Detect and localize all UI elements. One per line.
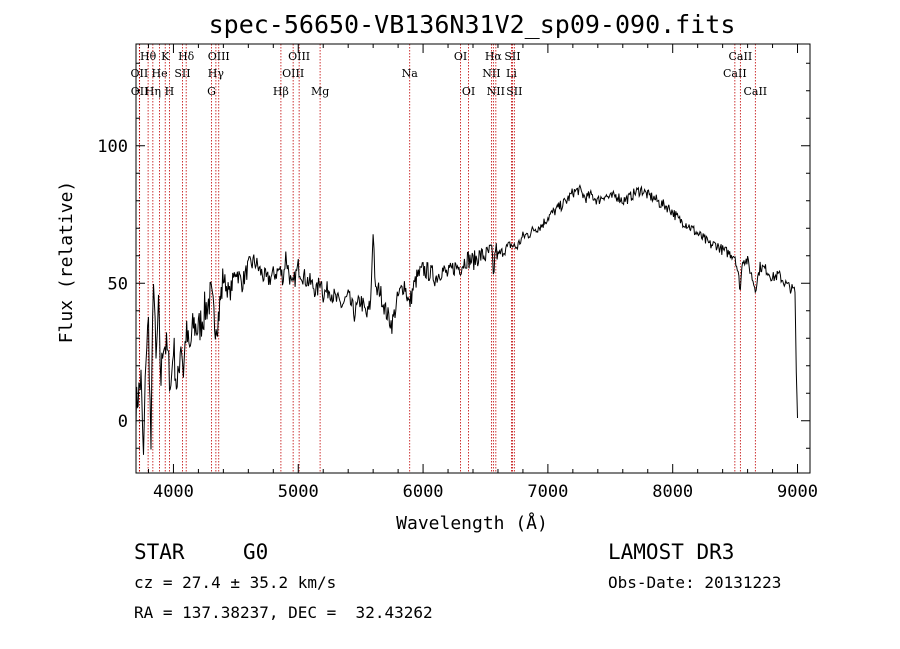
marker-label-8: Hδ: [178, 50, 195, 63]
redshift-velocity: cz = 27.4 ± 35.2 km/s: [134, 573, 337, 592]
marker-label-17: OI: [454, 50, 467, 63]
x-axis-ticks: 4000 5000 6000 7000 8000 9000: [147, 44, 818, 502]
subclass: G0: [243, 540, 269, 564]
marker-label-19: Hα: [485, 50, 503, 63]
x-tick-label-1: 5000: [278, 482, 319, 502]
marker-label-1: Hθ: [140, 50, 157, 63]
y-tick-label-1: 50: [108, 274, 128, 294]
spectrum-line: [135, 184, 798, 455]
x-tick-label-2: 6000: [403, 482, 444, 502]
obs-date: Obs-Date: 20131223: [608, 573, 782, 592]
marker-label-14: OIII: [282, 67, 304, 80]
marker-label-16: Na: [402, 67, 419, 80]
marker-label-27: CaII: [743, 85, 767, 98]
marker-label-24: SII: [506, 85, 522, 98]
emission-line-markers: [138, 44, 756, 473]
coordinates: RA = 137.38237, DEC = 32.43262: [134, 603, 433, 622]
object-type: STAR: [134, 540, 185, 564]
survey-name: LAMOST DR3: [608, 540, 735, 564]
x-axis-label: Wavelength (Å): [396, 512, 548, 534]
marker-label-20: NII: [482, 67, 500, 80]
marker-label-22: SII: [504, 50, 520, 63]
marker-label-7: SII: [174, 67, 190, 80]
marker-label-26: CaII: [723, 67, 747, 80]
marker-label-5: K: [161, 50, 170, 63]
y-axis-label: Flux (relative): [56, 181, 77, 344]
chart-title: spec-56650-VB136N31V2_sp09-090.fits: [209, 10, 736, 39]
marker-label-15: Mg: [311, 85, 329, 98]
marker-label-10: Hγ: [208, 67, 225, 80]
marker-label-9: OIII: [208, 50, 230, 63]
marker-label-13: OIII: [288, 50, 310, 63]
marker-label-11: G: [207, 85, 216, 98]
x-tick-label-5: 9000: [777, 482, 818, 502]
y-tick-label-0: 0: [118, 412, 128, 432]
marker-label-25: CaII: [729, 50, 753, 63]
marker-label-0: OII: [131, 67, 149, 80]
x-tick-label-4: 8000: [652, 482, 693, 502]
marker-label-23: Li: [506, 67, 517, 80]
marker-label-4: He: [152, 67, 168, 80]
marker-label-2: OII: [131, 85, 149, 98]
y-tick-label-2: 100: [97, 137, 128, 157]
marker-label-18: OI: [462, 85, 475, 98]
y-axis-ticks: 0 50 100: [97, 62, 810, 449]
marker-label-6: H: [165, 85, 175, 98]
marker-label-21: NII: [487, 85, 505, 98]
x-tick-label-0: 4000: [153, 482, 194, 502]
marker-label-3: Hη: [145, 85, 161, 98]
x-tick-label-3: 7000: [527, 482, 568, 502]
marker-label-12: Hβ: [273, 85, 289, 98]
